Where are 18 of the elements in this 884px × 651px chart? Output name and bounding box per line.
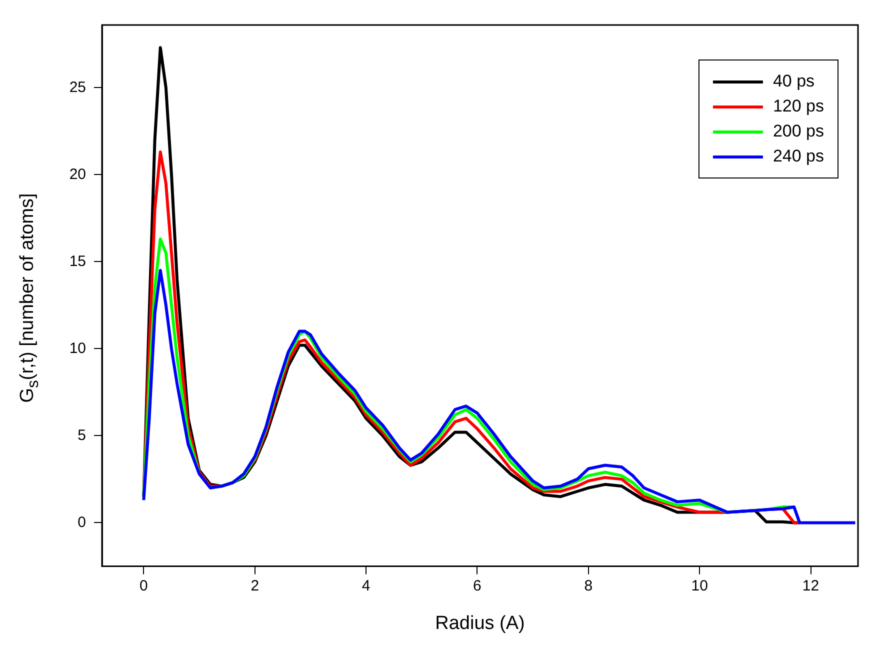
x-axis-title: Radius (A) bbox=[435, 612, 525, 634]
x-tick-label: 4 bbox=[362, 577, 370, 594]
y-tick-label: 25 bbox=[69, 78, 86, 96]
legend-label: 40 ps bbox=[772, 72, 815, 91]
x-tick-label: 8 bbox=[584, 577, 593, 594]
legend-label: 120 ps bbox=[772, 96, 824, 116]
y-tick-label: 5 bbox=[78, 426, 86, 444]
y-tick-label: 15 bbox=[69, 252, 86, 270]
x-tick-label: 6 bbox=[473, 577, 482, 594]
x-tick-label: 0 bbox=[140, 577, 148, 594]
y-tick-label: 10 bbox=[69, 340, 86, 357]
x-tick-label: 2 bbox=[250, 577, 260, 594]
x-tick-label: 10 bbox=[691, 577, 708, 594]
y-tick-label: 0 bbox=[78, 514, 86, 531]
y-tick-label: 20 bbox=[69, 166, 86, 183]
legend-label: 240 ps bbox=[772, 146, 824, 166]
x-tick-label: 12 bbox=[802, 577, 820, 594]
legend-label: 200 ps bbox=[772, 122, 824, 141]
